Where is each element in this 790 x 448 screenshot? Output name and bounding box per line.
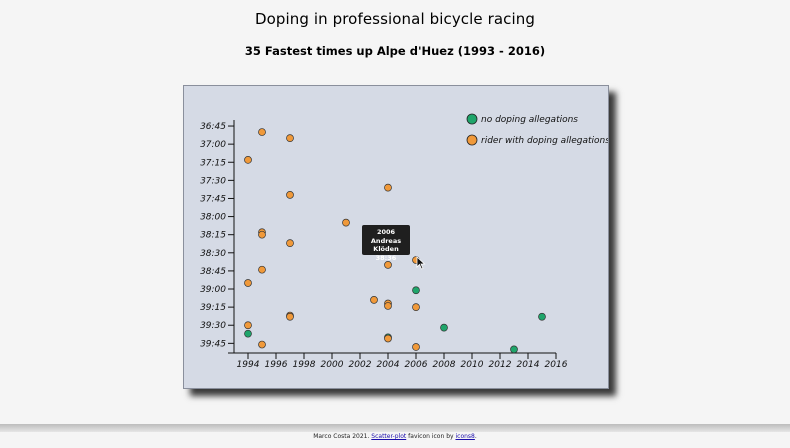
y-tick-label: 37:15 — [200, 158, 226, 168]
footer: Marco Costa 2021. Scatter-plot favicon i… — [0, 433, 790, 440]
tooltip-year: 2006 — [376, 228, 396, 236]
dot-doping[interactable] — [412, 303, 420, 311]
tooltip-name: Andreas Klöden — [370, 236, 402, 254]
legend-swatch-doping — [466, 134, 478, 146]
x-tick-label: 2014 — [517, 360, 540, 370]
tooltip-time: 38:36 — [375, 253, 397, 262]
y-tick-label: 39:30 — [200, 321, 226, 331]
icons8-link[interactable]: icons8 — [455, 433, 475, 440]
dot-doping[interactable] — [370, 296, 378, 304]
dot-doping[interactable] — [258, 128, 266, 136]
chart-subtitle: 35 Fastest times up Alpe d'Huez (1993 - … — [244, 44, 546, 58]
footer-period: . — [474, 433, 477, 440]
dot-doping[interactable] — [286, 190, 294, 199]
x-tick-label: 1996 — [265, 360, 288, 370]
y-tick-label: 37:00 — [200, 140, 226, 150]
x-tick-label: 2016 — [545, 360, 568, 370]
chart-area: 36:45 37:00 37:15 37:30 37:45 38:00 38:15 38:30… — [183, 85, 609, 389]
x-tick-label: 1994 — [237, 360, 260, 370]
y-tick-label: 37:45 — [200, 194, 226, 204]
dot-doping[interactable] — [286, 239, 294, 247]
y-axis: 36:45 37:00 37:15 37:30 37:45 38:00 38:15 38:30… — [200, 120, 235, 353]
dot-doping[interactable] — [258, 265, 266, 274]
x-tick-label: 2000 — [321, 360, 344, 370]
y-tick-label: 39:45 — [200, 339, 226, 349]
dot-doping[interactable] — [384, 302, 392, 310]
page-title: Doping in professional bicycle racing — [254, 10, 536, 28]
mouse-cursor-icon — [416, 256, 426, 270]
x-tick-label: 2012 — [489, 360, 512, 370]
legend-label-doping: rider with doping allegations — [481, 136, 608, 146]
y-tick-label: 38:15 — [200, 231, 226, 241]
dot-doping[interactable] — [384, 183, 392, 192]
dot-no-doping[interactable] — [412, 286, 420, 295]
legend: no doping allegations rider with doping … — [466, 113, 608, 146]
data-points — [244, 128, 546, 354]
dot-doping[interactable] — [244, 279, 252, 287]
dot-doping[interactable] — [286, 312, 294, 321]
dot-doping[interactable] — [384, 261, 392, 269]
dot-doping[interactable] — [258, 340, 266, 349]
dot-doping[interactable] — [412, 343, 420, 351]
dot-no-doping[interactable] — [538, 312, 546, 321]
x-axis: 1994 1996 1998 2000 2002 2004 2006 2008 2010 2012… — [228, 352, 568, 370]
dot-no-doping[interactable] — [510, 345, 518, 354]
tooltip: 2006 Andreas Klöden 38:36 — [362, 225, 410, 262]
dot-doping[interactable] — [258, 230, 266, 239]
dot-doping[interactable] — [286, 134, 294, 142]
legend-swatch-no-doping — [466, 113, 478, 125]
y-tick-label: 38:45 — [200, 267, 226, 277]
dot-doping[interactable] — [384, 334, 392, 343]
scatter-plot: 36:45 37:00 37:15 37:30 37:45 38:00 38:15 38:30… — [200, 113, 608, 370]
dot-doping[interactable] — [244, 155, 252, 164]
x-tick-label: 1998 — [293, 360, 316, 370]
x-tick-label: 2010 — [461, 360, 484, 370]
y-tick-label: 38:30 — [200, 249, 226, 259]
x-tick-label: 2004 — [377, 360, 400, 370]
x-tick-label: 2008 — [433, 360, 456, 370]
dot-doping[interactable] — [244, 321, 252, 330]
dot-no-doping[interactable] — [244, 329, 252, 338]
x-tick-label: 2002 — [349, 360, 372, 370]
dot-doping[interactable] — [342, 218, 350, 227]
footer-favicon-text: favicon icon by — [408, 433, 454, 440]
y-tick-label: 38:00 — [200, 213, 226, 223]
y-tick-label: 39:00 — [200, 285, 226, 295]
scatter-plot-link[interactable]: Scatter-plot — [371, 433, 407, 440]
y-tick-label: 39:15 — [200, 303, 226, 313]
footer-credit: Marco Costa 2021. — [313, 433, 370, 440]
y-tick-label: 37:30 — [200, 176, 226, 186]
footer-separator — [0, 424, 790, 432]
legend-label-no-doping: no doping allegations — [481, 115, 578, 125]
dot-no-doping[interactable] — [440, 323, 448, 332]
x-tick-label: 2006 — [405, 360, 428, 370]
y-tick-label: 36:45 — [200, 122, 226, 132]
